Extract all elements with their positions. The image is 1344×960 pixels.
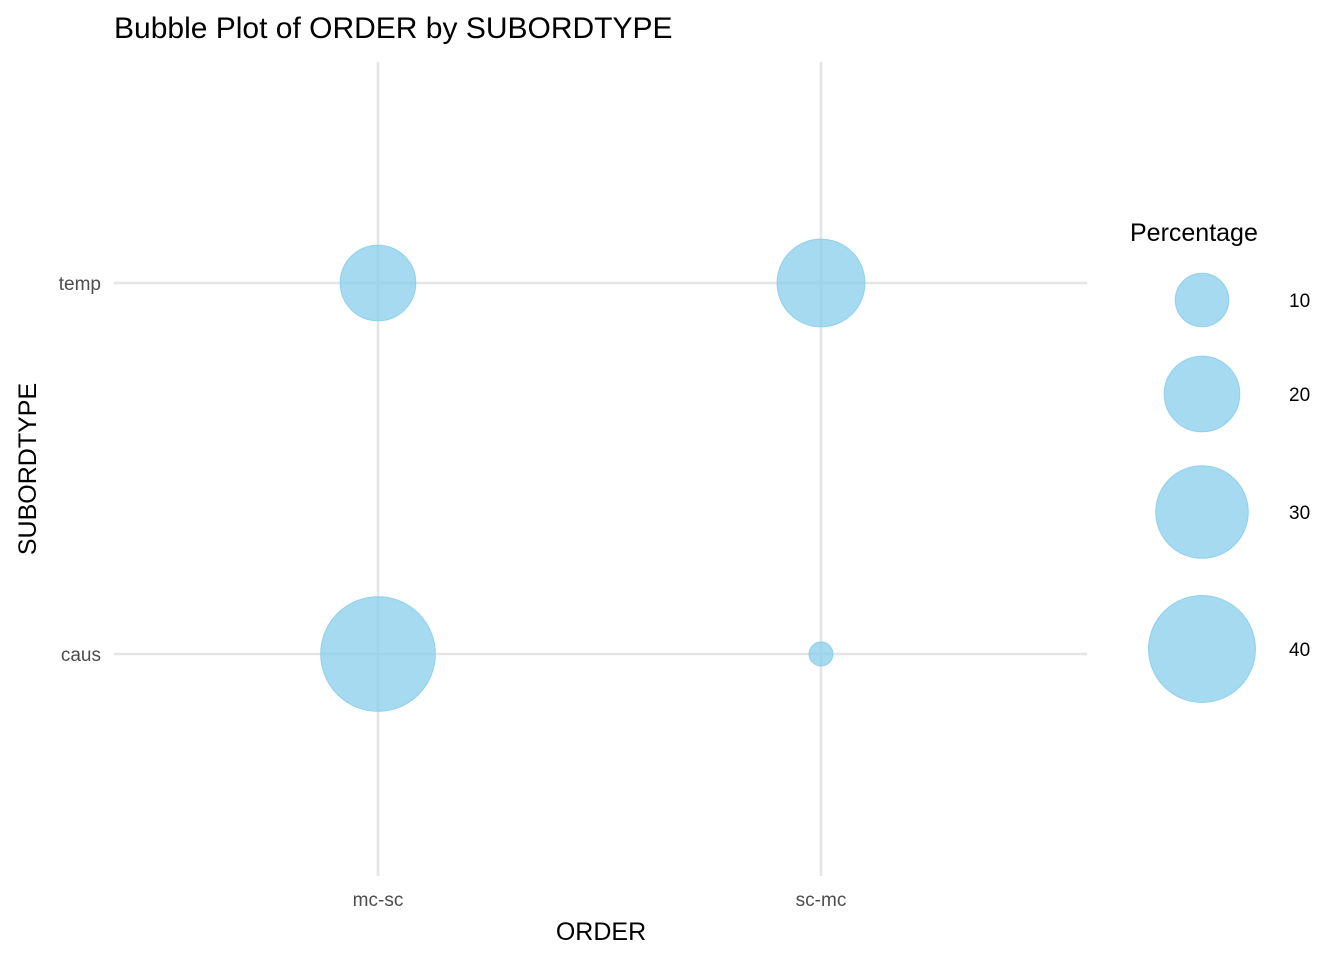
- y-axis-title: SUBORDTYPE: [14, 383, 42, 555]
- bubble-sc-mc-caus: [808, 641, 834, 667]
- x-axis-title: ORDER: [556, 918, 646, 946]
- x-tick-label-mc-sc: mc-sc: [353, 890, 404, 911]
- bubble-sc-mc-temp: [776, 238, 866, 328]
- legend: Percentage 10 20 30 40: [1130, 219, 1310, 703]
- legend-label-40: 40: [1289, 640, 1310, 661]
- y-tick-label-caus: caus: [61, 645, 101, 666]
- legend-key-40: [1148, 595, 1256, 703]
- bubbles: [320, 238, 866, 712]
- chart-title: Bubble Plot of ORDER by SUBORDTYPE: [114, 12, 673, 45]
- legend-key-10: [1174, 272, 1230, 328]
- legend-label-10: 10: [1289, 291, 1310, 312]
- legend-key-20: [1163, 355, 1241, 433]
- y-tick-label-temp: temp: [59, 274, 101, 295]
- bubble-mc-sc-temp: [339, 244, 417, 322]
- bubble-mc-sc-caus: [320, 596, 436, 712]
- grid-lines: [114, 62, 1087, 876]
- legend-key-30: [1155, 465, 1249, 559]
- x-tick-label-sc-mc: sc-mc: [796, 890, 847, 911]
- legend-label-20: 20: [1289, 385, 1310, 406]
- legend-title: Percentage: [1130, 219, 1258, 247]
- legend-label-30: 30: [1289, 503, 1310, 524]
- tick-labels: mc-sc sc-mc caus temp: [59, 274, 847, 911]
